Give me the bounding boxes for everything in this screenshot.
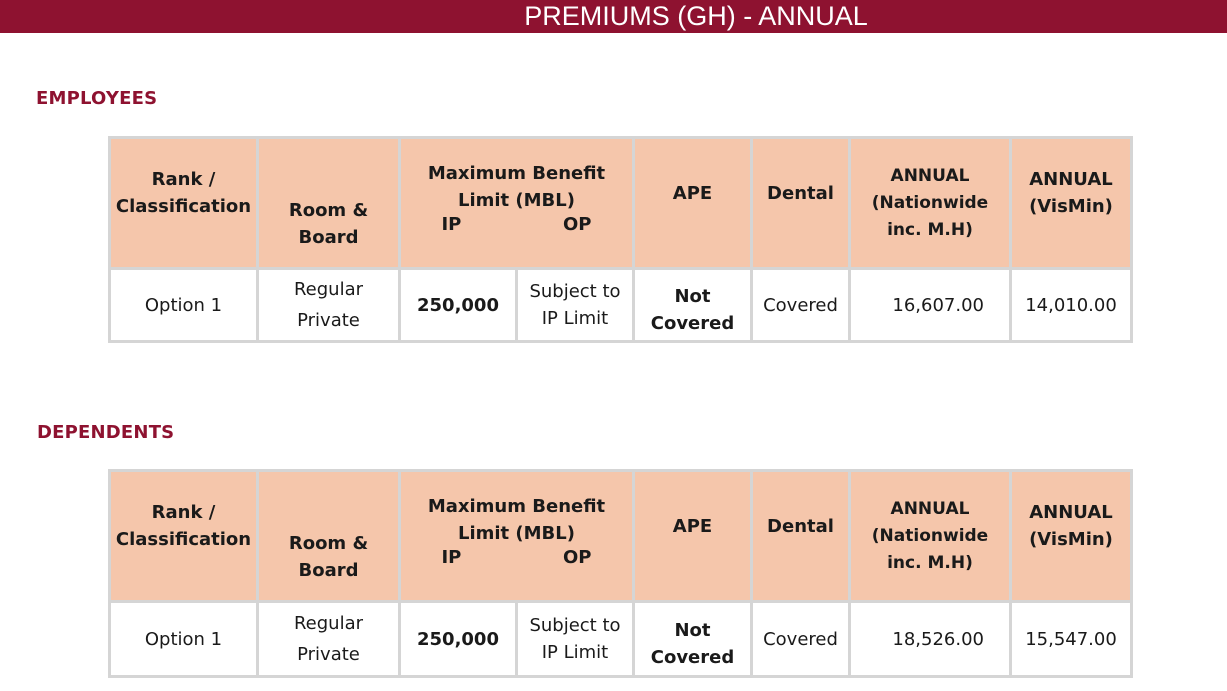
cell-ape: Not Covered <box>635 270 750 340</box>
header-mbl-op: OP <box>562 547 592 568</box>
cell-annual-nationwide: 16,607.00 <box>851 270 1009 340</box>
header-mbl-ip: IP <box>441 214 462 235</box>
cell-room-board: Regular Private <box>259 603 398 675</box>
cell-op: Subject to IP Limit <box>518 270 632 340</box>
header-room-board: Room & Board <box>259 139 398 267</box>
header-mbl-ip: IP <box>441 547 462 568</box>
header-mbl-title: Maximum Benefit Limit (MBL) <box>427 496 606 544</box>
page-title: PREMIUMS (GH) - ANNUAL <box>524 1 868 31</box>
header-annual-vismin: ANNUAL (VisMin) <box>1012 139 1130 267</box>
dependents-premium-table: Rank / Classification Room & Board Maxim… <box>108 469 1133 678</box>
dependents-heading: DEPENDENTS <box>37 422 175 443</box>
cell-annual-nationwide: 18,526.00 <box>851 603 1009 675</box>
cell-rank: Option 1 <box>111 270 256 340</box>
cell-annual-vismin: 14,010.00 <box>1012 270 1130 340</box>
header-mbl: Maximum Benefit Limit (MBL) IP OP <box>401 472 632 600</box>
header-dental: Dental <box>753 139 848 267</box>
header-mbl: Maximum Benefit Limit (MBL) IP OP <box>401 139 632 267</box>
cell-dental: Covered <box>753 270 848 340</box>
cell-ip: 250,000 <box>401 603 515 675</box>
cell-annual-vismin: 15,547.00 <box>1012 603 1130 675</box>
header-ape: APE <box>635 472 750 600</box>
cell-op: Subject to IP Limit <box>518 603 632 675</box>
header-mbl-op: OP <box>562 214 592 235</box>
header-annual-nationwide: ANNUAL (Nationwide inc. M.H) <box>851 472 1009 600</box>
cell-ip: 250,000 <box>401 270 515 340</box>
cell-room-board: Regular Private <box>259 270 398 340</box>
header-mbl-title: Maximum Benefit Limit (MBL) <box>427 163 606 211</box>
cell-dental: Covered <box>753 603 848 675</box>
header-rank: Rank / Classification <box>111 139 256 267</box>
header-room-board: Room & Board <box>259 472 398 600</box>
header-ape: APE <box>635 139 750 267</box>
title-bar: PREMIUMS (GH) - ANNUAL <box>0 0 1227 33</box>
cell-ape: Not Covered <box>635 603 750 675</box>
employees-premium-table: Rank / Classification Room & Board Maxim… <box>108 136 1133 343</box>
employees-heading: EMPLOYEES <box>36 88 158 109</box>
cell-rank: Option 1 <box>111 603 256 675</box>
header-annual-nationwide: ANNUAL (Nationwide inc. M.H) <box>851 139 1009 267</box>
header-annual-vismin: ANNUAL (VisMin) <box>1012 472 1130 600</box>
header-rank: Rank / Classification <box>111 472 256 600</box>
header-dental: Dental <box>753 472 848 600</box>
